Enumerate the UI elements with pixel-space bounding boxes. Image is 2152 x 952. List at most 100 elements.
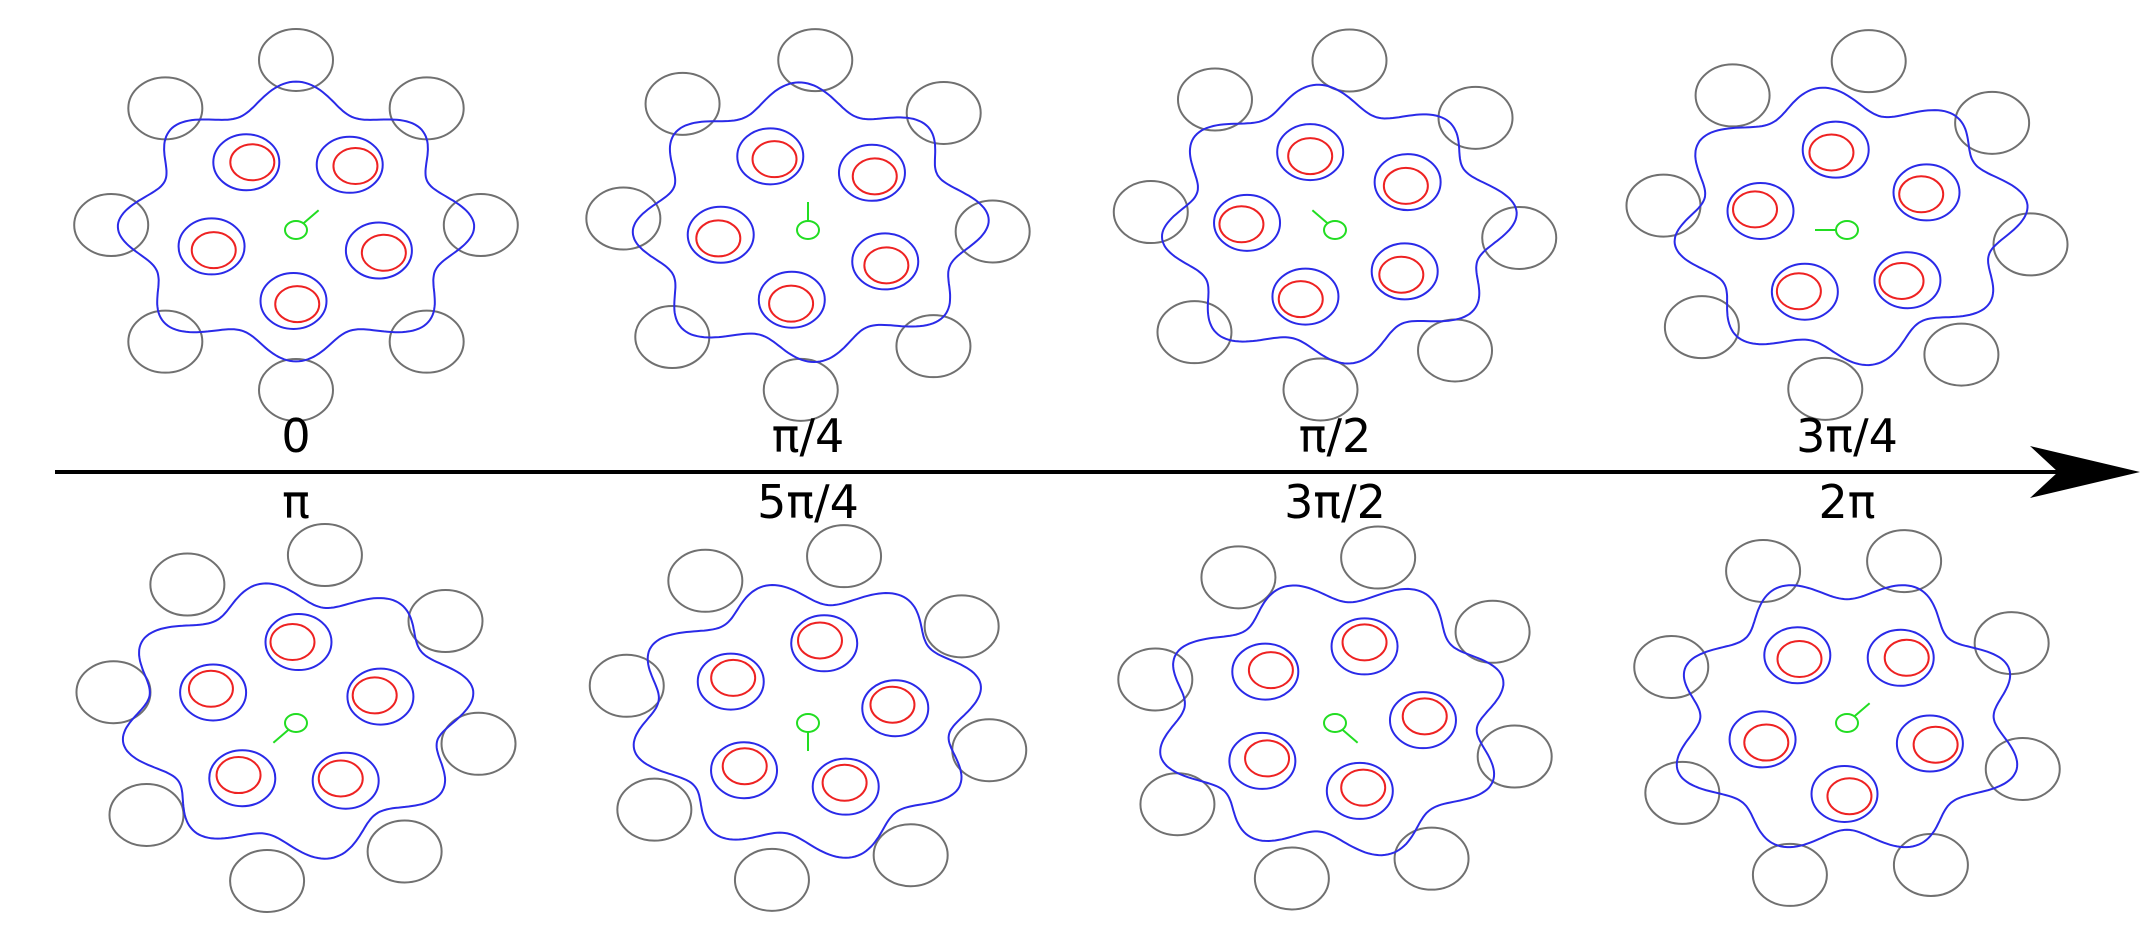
outer-circle — [128, 77, 202, 139]
outer-circle — [74, 194, 148, 256]
inner-circle-blue — [1772, 264, 1838, 320]
outer-circle — [150, 554, 224, 616]
wavy-boundary — [1675, 88, 2028, 365]
outer-circle — [288, 524, 362, 586]
inner-circle-red — [1288, 138, 1332, 174]
inner-circle-blue — [839, 145, 905, 201]
outer-circle — [956, 200, 1030, 262]
inner-circle-red — [1914, 727, 1958, 763]
outer-circle — [390, 77, 464, 139]
outer-circle — [1867, 530, 1941, 592]
outer-circle — [1439, 87, 1513, 149]
inner-circle-red — [1403, 698, 1447, 734]
frame-4: 3π/4 — [1626, 30, 2067, 463]
inner-circle-blue — [1277, 124, 1343, 180]
inner-circle-red — [798, 622, 842, 658]
inner-circle-red — [870, 687, 914, 723]
outer-circle — [896, 315, 970, 377]
center-marker-stem — [1342, 729, 1358, 742]
inner-circle-red — [319, 760, 363, 796]
outer-circle — [368, 820, 442, 882]
outer-circle — [1894, 834, 1968, 896]
frame-7: 3π/2 — [1118, 475, 1551, 909]
frame-3: π/2 — [1114, 30, 1556, 463]
outer-circle — [1975, 612, 2049, 674]
inner-circle-red — [1249, 652, 1293, 688]
inner-circle-blue — [1730, 711, 1796, 767]
outer-circle — [807, 525, 881, 587]
outer-circle — [590, 655, 664, 717]
outer-circle — [109, 784, 183, 846]
inner-circle-blue — [862, 680, 928, 736]
inner-circle-red — [1245, 740, 1289, 776]
outer-circle — [76, 661, 150, 723]
phase-label: 3π/4 — [1796, 409, 1898, 463]
inner-circle-red — [723, 748, 767, 784]
inner-circle-red — [1885, 640, 1929, 676]
outer-circle — [1924, 324, 1998, 386]
inner-circle-red — [353, 677, 397, 713]
inner-circle-red — [1899, 176, 1943, 212]
inner-circle-blue — [265, 614, 331, 670]
outer-circle — [1114, 181, 1188, 243]
phase-label: 3π/2 — [1284, 475, 1386, 529]
inner-circle-red — [1341, 770, 1385, 806]
outer-circle — [1645, 762, 1719, 824]
inner-circle-red — [696, 220, 740, 256]
outer-circle — [874, 824, 948, 886]
inner-circle-red — [1219, 206, 1263, 242]
outer-circle — [1726, 540, 1800, 602]
outer-circle — [1178, 69, 1252, 131]
outer-circle — [668, 550, 742, 612]
outer-circle — [128, 311, 202, 373]
outer-circle — [586, 188, 660, 250]
inner-circle-red — [1777, 641, 1821, 677]
outer-circle — [1753, 844, 1827, 906]
phase-label: 5π/4 — [757, 475, 859, 529]
frame-5: π — [76, 475, 515, 912]
outer-circle — [1255, 847, 1329, 909]
outer-circle — [1312, 30, 1386, 92]
center-marker-ring — [797, 221, 819, 239]
outer-circle — [1157, 301, 1231, 363]
phase-label: π/4 — [772, 409, 844, 463]
inner-circle-red — [333, 148, 377, 184]
inner-circle-blue — [1332, 618, 1398, 674]
outer-circle — [444, 194, 518, 256]
outer-circle — [409, 590, 483, 652]
frame-8: 2π — [1634, 475, 2060, 906]
outer-circle — [1626, 175, 1700, 237]
outer-circle — [1341, 527, 1415, 589]
inner-circle-red — [1733, 191, 1777, 227]
outer-circle — [1395, 828, 1469, 890]
inner-circle-red — [1379, 257, 1423, 293]
inner-circle-red — [189, 671, 233, 707]
inner-circle-red — [1343, 624, 1387, 660]
inner-circle-red — [217, 757, 261, 793]
outer-circle — [778, 29, 852, 91]
outer-circle — [1634, 636, 1708, 698]
phase-label: 0 — [281, 409, 310, 463]
outer-circle — [1994, 213, 2068, 275]
inner-circle-blue — [1868, 630, 1934, 686]
outer-circle — [907, 82, 981, 144]
center-marker-stem — [1312, 210, 1328, 223]
inner-circle-blue — [1327, 763, 1393, 819]
outer-circle — [1832, 30, 1906, 92]
outer-circle — [952, 719, 1026, 781]
inner-circle-red — [1279, 281, 1323, 317]
inner-circle-red — [1809, 134, 1853, 170]
inner-circle-red — [1744, 725, 1788, 761]
outer-circle — [230, 850, 304, 912]
inner-circle-blue — [1372, 243, 1438, 299]
outer-circle — [646, 73, 720, 135]
phase-label: π/2 — [1299, 409, 1371, 463]
inner-circle-red — [753, 141, 797, 177]
inner-circle-red — [1777, 273, 1821, 309]
inner-circle-blue — [261, 273, 327, 329]
phase-label: 2π — [1819, 475, 1876, 529]
inner-circle-blue — [213, 134, 279, 190]
inner-circle-red — [270, 624, 314, 660]
inner-circle-red — [275, 286, 319, 322]
